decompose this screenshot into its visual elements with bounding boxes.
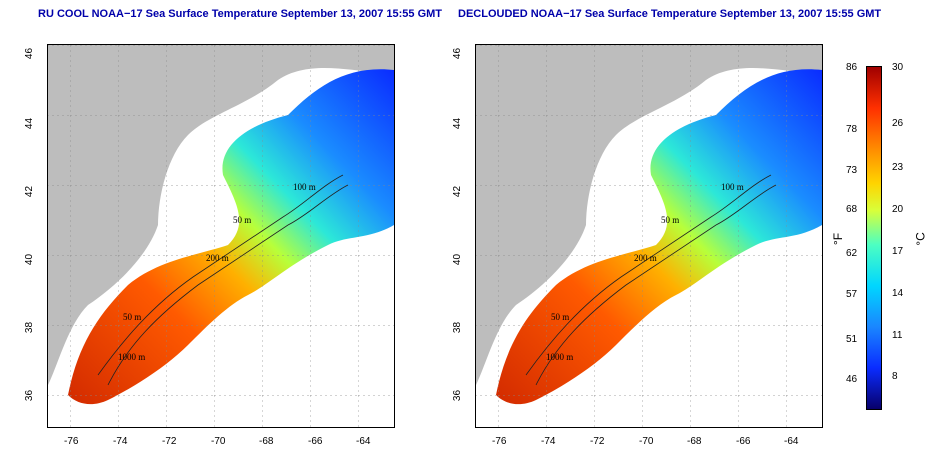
left-contour-label: 200 m xyxy=(206,253,229,263)
right-map: 100 m 50 m 200 m 50 m 1000 m xyxy=(475,44,823,428)
left-contour-label: 100 m xyxy=(293,182,316,192)
left-contour-lines xyxy=(107,184,349,386)
left-contour-label: 50 m xyxy=(123,312,141,322)
right-contour-label: 1000 m xyxy=(546,352,573,362)
left-map-svg: 100 m 50 m 200 m 50 m 1000 m xyxy=(48,45,394,427)
colorbar-fahrenheit-label: °F xyxy=(831,232,846,246)
right-map-title: DECLOUDED NOAA−17 Sea Surface Temperatur… xyxy=(458,8,882,20)
right-contour-label: 50 m xyxy=(551,312,569,322)
left-contour-label: 1000 m xyxy=(118,352,145,362)
colorbar xyxy=(866,66,882,410)
left-map-title: RU COOL NOAA−17 Sea Surface Temperature … xyxy=(38,8,443,20)
colorbar-celsius-label: °C xyxy=(913,232,928,246)
right-map-svg: 100 m 50 m 200 m 50 m 1000 m xyxy=(476,45,822,427)
right-contour-label: 100 m xyxy=(721,182,744,192)
right-contour-lines xyxy=(535,184,777,386)
left-contour-label: 50 m xyxy=(233,215,251,225)
right-contour-label: 50 m xyxy=(661,215,679,225)
right-contour-label: 200 m xyxy=(634,253,657,263)
left-map: 100 m 50 m 200 m 50 m 1000 m xyxy=(47,44,395,428)
